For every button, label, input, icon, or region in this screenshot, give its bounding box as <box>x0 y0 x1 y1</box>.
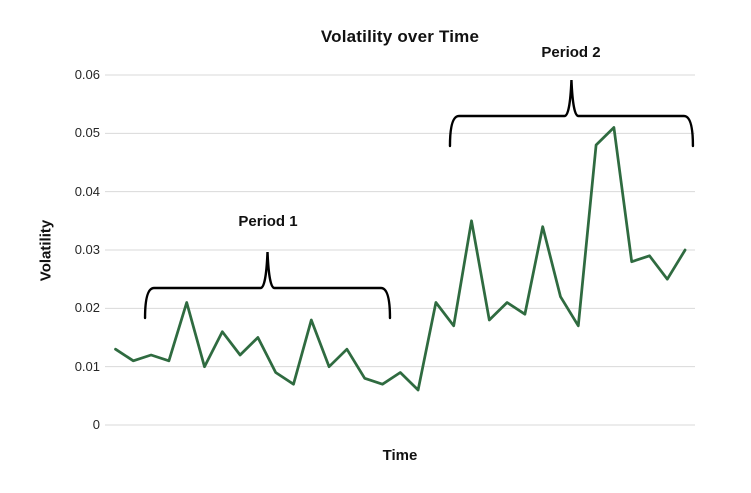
period-2-annotation-label: Period 2 <box>541 44 601 61</box>
chart-title: Volatility over Time <box>320 27 480 46</box>
period-1-annotation-label: Period 1 <box>238 213 298 230</box>
y-axis-tick-label: 0.06 <box>74 67 100 82</box>
y-axis-tick-label: 0.01 <box>74 358 100 374</box>
y-axis-tick-label: 0 <box>92 417 100 432</box>
period-2-brace <box>448 79 695 148</box>
y-axis-tick-label: 0.03 <box>74 242 100 257</box>
period-1-brace <box>143 251 392 320</box>
x-axis-title: Time <box>382 447 418 464</box>
y-axis-tick-label: 0.05 <box>74 125 100 141</box>
volatility-line-series <box>114 126 687 392</box>
y-axis-tick-label: 0.04 <box>74 183 100 199</box>
y-axis-tick-label: 0.02 <box>74 300 100 316</box>
